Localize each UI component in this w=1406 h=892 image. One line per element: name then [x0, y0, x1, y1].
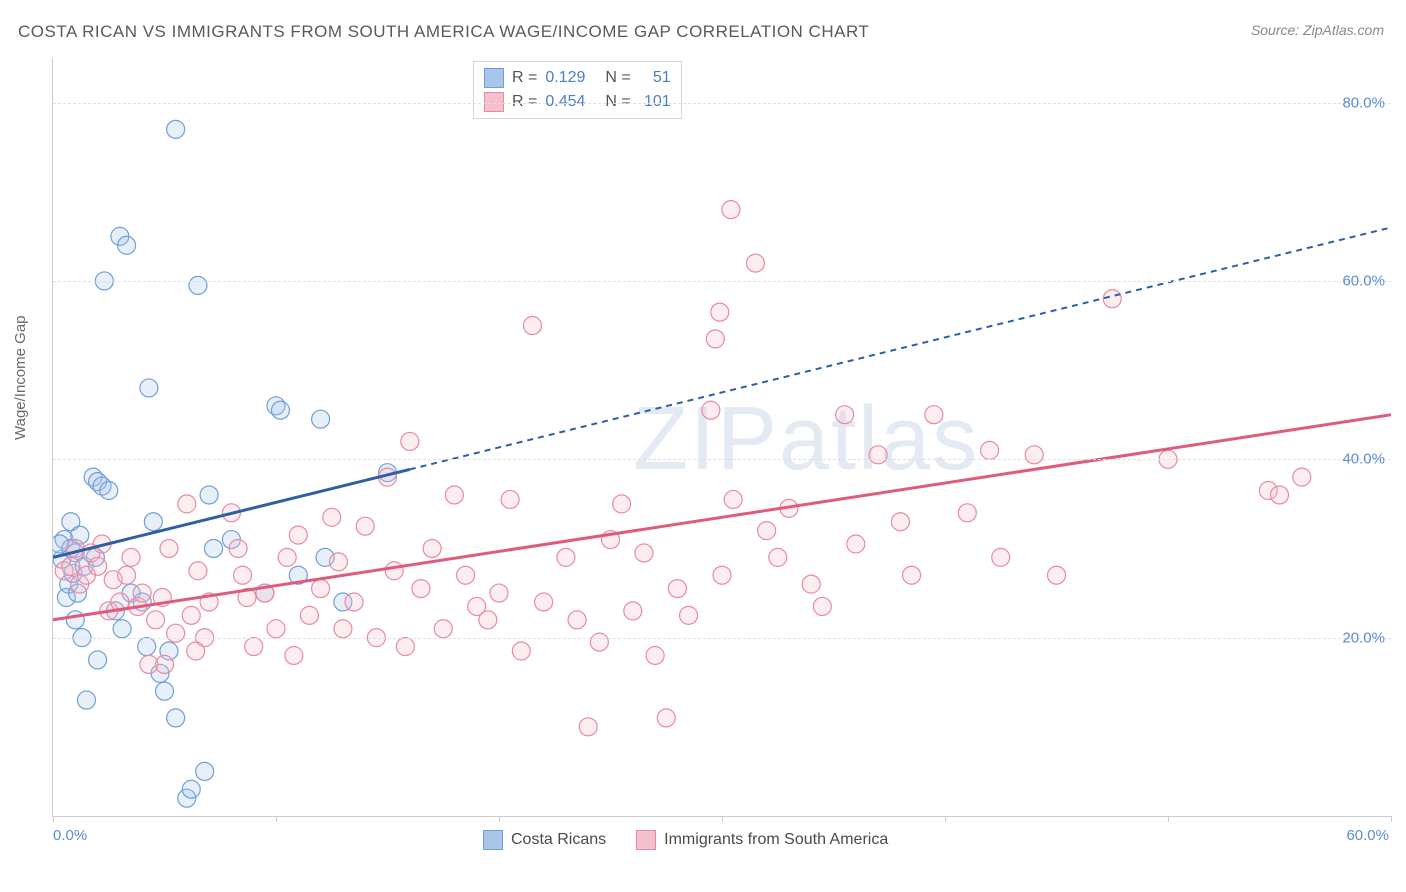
chart-svg — [53, 58, 1391, 816]
legend-n-value-1: 51 — [639, 69, 671, 87]
y-tick-label: 80.0% — [1342, 94, 1385, 111]
legend-item-series-1: Costa Ricans — [483, 830, 606, 850]
legend-label-1: Costa Ricans — [511, 831, 606, 849]
legend-item-series-2: Immigrants from South America — [636, 830, 888, 850]
y-tick-label: 20.0% — [1342, 629, 1385, 646]
legend-r-label: R = — [512, 69, 537, 87]
swatch-series-1-b — [483, 830, 503, 850]
plot-area: ZIPatlas R = 0.129 N = 51 R = 0.454 N = … — [52, 58, 1391, 817]
legend-row-series-1: R = 0.129 N = 51 — [484, 66, 671, 90]
legend-r-value-1: 0.129 — [545, 69, 597, 87]
x-tick-label: 0.0% — [53, 827, 87, 844]
y-axis-label: Wage/Income Gap — [12, 315, 29, 440]
legend-bottom: Costa Ricans Immigrants from South Ameri… — [483, 830, 888, 850]
source-attribution: Source: ZipAtlas.com — [1251, 22, 1384, 38]
swatch-series-1 — [484, 68, 504, 88]
legend-n-label: N = — [605, 69, 630, 87]
y-tick-label: 60.0% — [1342, 272, 1385, 289]
swatch-series-2-b — [636, 830, 656, 850]
chart-title: COSTA RICAN VS IMMIGRANTS FROM SOUTH AME… — [18, 22, 869, 42]
legend-correlation-box: R = 0.129 N = 51 R = 0.454 N = 101 — [473, 61, 682, 119]
legend-label-2: Immigrants from South America — [664, 831, 888, 849]
x-tick-label: 60.0% — [1346, 827, 1389, 844]
y-tick-label: 40.0% — [1342, 451, 1385, 468]
